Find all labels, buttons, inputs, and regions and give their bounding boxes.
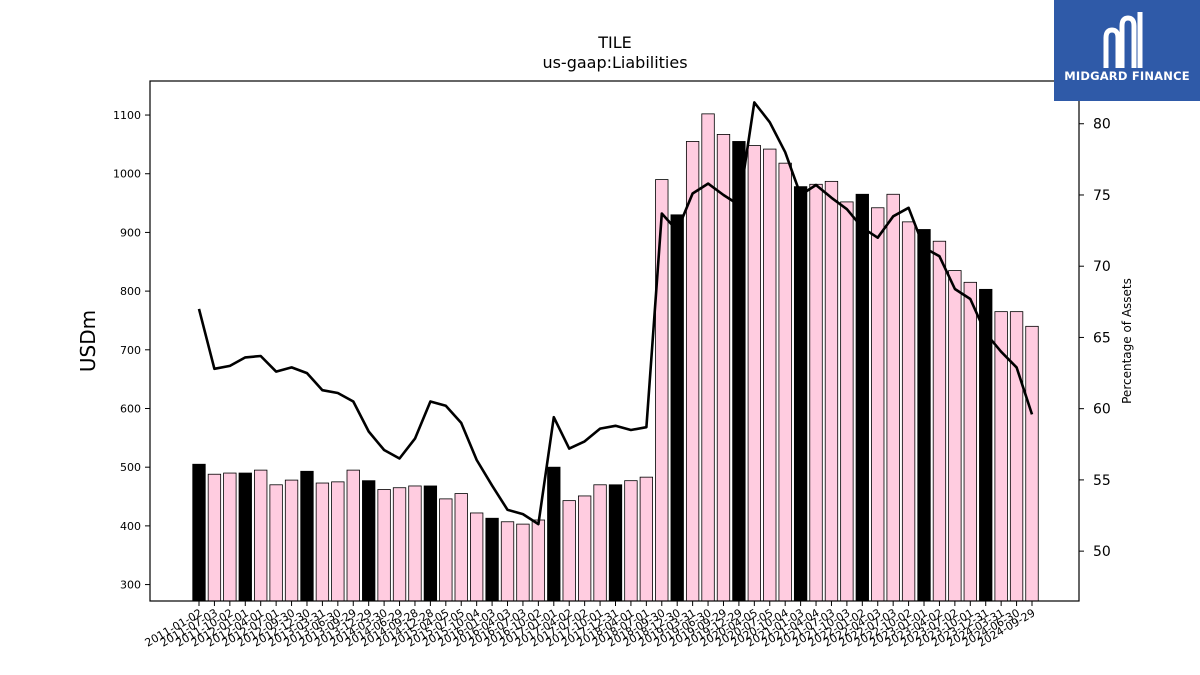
y2-tick-label: 65 [1093, 330, 1111, 346]
chart-subtitle: us-gaap:Liabilities [542, 53, 687, 72]
bar [716, 134, 731, 602]
bar [531, 519, 546, 602]
y-tick-label: 400 [120, 520, 141, 533]
y2-tick-label: 75 [1093, 188, 1111, 204]
bar [207, 473, 222, 602]
bar [624, 480, 638, 602]
bar [454, 493, 468, 602]
bar [778, 162, 792, 602]
y-tick-label: 1100 [113, 109, 141, 122]
bar [470, 512, 484, 602]
bar [192, 463, 206, 602]
y-tick-label: 900 [120, 226, 141, 239]
y2-tick-label: 50 [1093, 544, 1111, 560]
bar [423, 485, 438, 602]
bar [269, 484, 283, 602]
left-axis: 300 400 500 600 700 800 900 1000 1100 [113, 109, 150, 592]
y2-tick-label: 55 [1093, 473, 1111, 489]
bar [500, 521, 515, 602]
bar [886, 193, 900, 602]
bar [238, 472, 252, 602]
chart-title: TILE [597, 33, 632, 52]
bar [670, 214, 684, 602]
bar [747, 145, 761, 602]
logo-mark-icon [1103, 12, 1143, 68]
bar [1025, 325, 1039, 602]
bar [439, 498, 453, 602]
bar [377, 489, 391, 602]
bar [223, 472, 237, 602]
bar [408, 485, 422, 602]
bar [763, 148, 777, 602]
bar [655, 179, 669, 602]
bar [840, 201, 854, 602]
bar [562, 500, 576, 602]
line-series [197, 101, 1034, 526]
bar [639, 476, 654, 602]
bar [963, 281, 977, 602]
bar [979, 288, 993, 602]
bar [685, 141, 700, 602]
bar [871, 207, 885, 602]
y-tick-label: 1000 [113, 168, 141, 181]
bar [608, 484, 623, 602]
plot-frame [149, 80, 1080, 602]
bar [824, 180, 839, 602]
bar [948, 270, 962, 602]
bar [547, 466, 561, 602]
bar [577, 495, 592, 602]
bar [331, 481, 345, 602]
y-tick-label: 500 [120, 461, 141, 474]
bar [516, 523, 530, 602]
y2-tick-label: 70 [1093, 259, 1111, 275]
bar [917, 229, 931, 602]
bar [1009, 311, 1024, 602]
logo: MIDGARD FINANCE [1054, 0, 1200, 101]
bar [346, 469, 360, 602]
bar [793, 186, 808, 602]
bar [809, 183, 823, 602]
right-axis: 50 55 60 65 70 75 80 [1079, 117, 1111, 560]
bar [254, 469, 268, 602]
bar [485, 517, 499, 602]
bar [593, 484, 607, 602]
y-tick-label: 600 [120, 402, 141, 415]
bar-series [192, 113, 1039, 602]
bar [362, 480, 376, 602]
bar [732, 141, 746, 602]
percentage-line [197, 101, 1034, 526]
y2-axis-label: Percentage of Assets [1120, 278, 1134, 404]
bar [392, 487, 407, 602]
bar [300, 470, 314, 602]
y-axis-label: USDm [76, 310, 100, 372]
y-tick-label: 300 [120, 579, 141, 592]
bar [855, 193, 869, 602]
bar [315, 482, 330, 602]
y2-tick-label: 80 [1093, 117, 1111, 133]
y-tick-label: 700 [120, 344, 141, 357]
bar [901, 221, 916, 602]
y2-tick-label: 60 [1093, 402, 1111, 418]
x-axis: 2011-01-022011-07-032011-10-022012-01-01… [143, 601, 1038, 650]
bar [284, 479, 299, 602]
logo-text: MIDGARD FINANCE [1064, 69, 1190, 83]
y-tick-label: 800 [120, 285, 141, 298]
bar [932, 240, 947, 602]
